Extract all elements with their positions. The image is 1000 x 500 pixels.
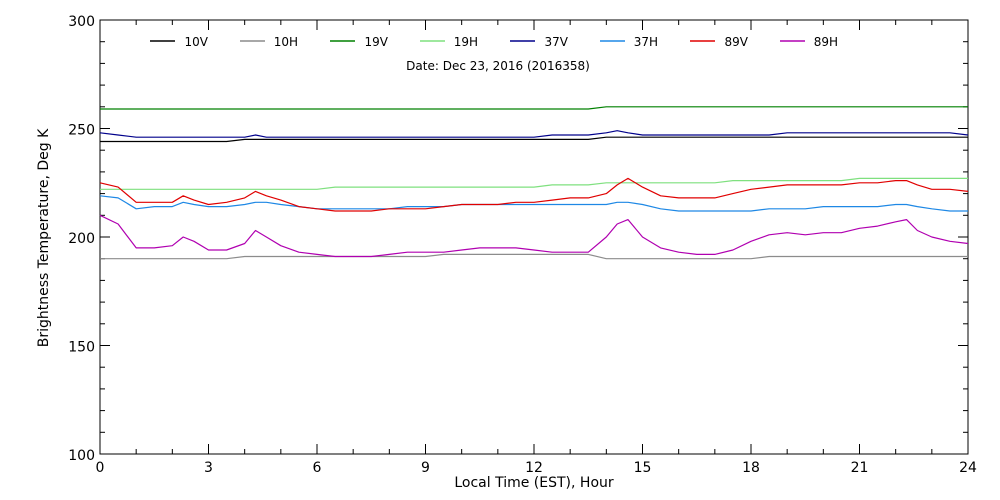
plot-frame <box>99 19 969 455</box>
x-tick-label: 21 <box>851 460 869 476</box>
legend: 10V 10H 19V 19H 37V 37H 89V 89H <box>150 35 838 49</box>
series-line-10v <box>100 136 968 143</box>
legend-item-19h: 19H <box>420 35 478 49</box>
y-tick-label: 200 <box>68 231 95 247</box>
chart-subtitle: Date: Dec 23, 2016 (2016358) <box>406 59 590 73</box>
x-axis-label: Local Time (EST), Hour <box>454 475 614 491</box>
series-line-19v <box>100 106 968 110</box>
y-tick-label: 150 <box>68 340 95 356</box>
x-tick-label: 0 <box>96 460 105 476</box>
legend-item-10v: 10V <box>150 35 209 49</box>
legend-item-89v: 89V <box>690 35 749 49</box>
legend-label: 19H <box>454 35 478 49</box>
series-line-10h <box>100 253 968 260</box>
y-tick-label: 250 <box>68 123 95 139</box>
x-tick-label: 24 <box>959 460 977 476</box>
series-line-19h <box>100 177 968 190</box>
y-tick-label: 300 <box>68 14 95 30</box>
series-line-37v <box>99 130 969 138</box>
x-tick-label: 3 <box>204 460 213 476</box>
legend-label: 37H <box>634 35 658 49</box>
legend-label: 37V <box>545 35 569 49</box>
x-tick-label: 12 <box>525 460 543 476</box>
series-layer <box>99 106 969 260</box>
legend-item-10h: 10H <box>240 35 298 49</box>
legend-item-37h: 37H <box>600 35 658 49</box>
legend-label: 89H <box>814 35 838 49</box>
legend-label: 19V <box>365 35 389 49</box>
legend-item-19v: 19V <box>330 35 389 49</box>
x-tick-label: 18 <box>742 460 760 476</box>
legend-label: 10V <box>185 35 209 49</box>
legend-label: 10H <box>274 35 298 49</box>
series-line-89h <box>99 214 969 258</box>
y-axis-label: Brightness Temperature, Deg K <box>36 128 52 347</box>
legend-item-37v: 37V <box>510 35 569 49</box>
x-tick-label: 9 <box>421 460 430 476</box>
legend-item-89h: 89H <box>780 35 838 49</box>
legend-label: 89V <box>725 35 749 49</box>
x-tick-label: 15 <box>634 460 652 476</box>
x-tick-label: 6 <box>313 460 322 476</box>
series-line-89v <box>99 177 969 212</box>
x-axis-ticks: 0 3 6 9 12 15 18 21 24 <box>96 20 977 476</box>
y-axis-ticks: 100 150 200 250 300 <box>68 14 968 464</box>
series-line-37h <box>99 195 968 212</box>
y-tick-label: 100 <box>68 448 95 464</box>
